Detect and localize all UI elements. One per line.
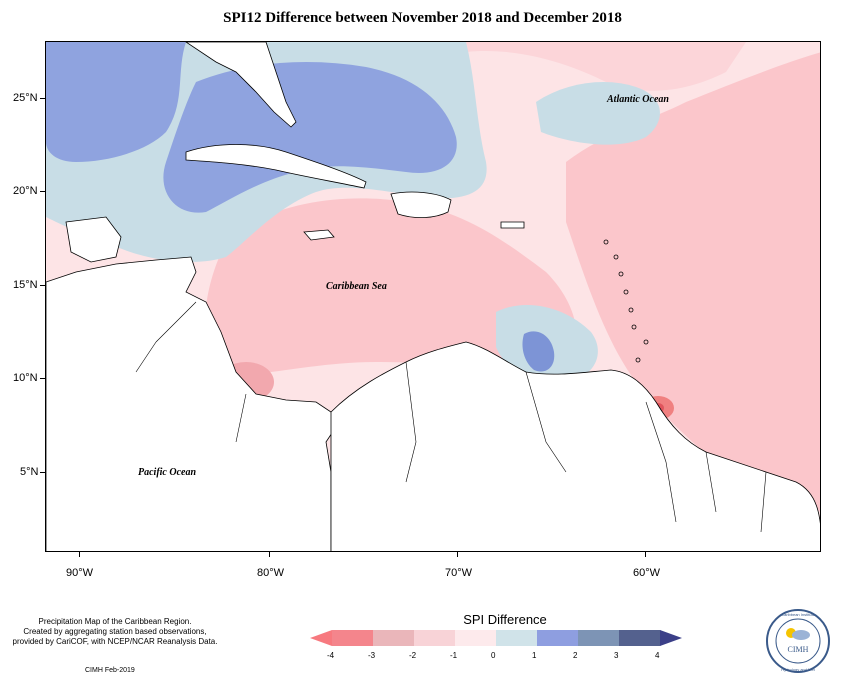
lat-tick <box>40 378 45 379</box>
lon-tick-label: 90°W <box>66 567 94 579</box>
lat-tick <box>40 98 45 99</box>
credit: CIMH Feb-2019 <box>85 667 135 674</box>
cloud-icon <box>792 630 810 640</box>
legend-tick-label: -4 <box>327 651 335 660</box>
legend-bin <box>414 630 456 646</box>
lat-tick <box>40 285 45 286</box>
blue-zone-bahamas <box>163 62 457 213</box>
land-south-america <box>330 341 820 551</box>
lat-tick-label: 5°N <box>20 466 39 478</box>
legend-tick-label: -3 <box>368 651 376 660</box>
legend-bin <box>537 630 579 646</box>
footnote-line: provided by CariCOF, with NCEP/NCAR Rean… <box>12 637 218 646</box>
pink-zone-caribbean <box>205 198 577 375</box>
label-atlantic-ocean: Atlantic Ocean <box>607 94 669 105</box>
pink-zone-atlantic-north <box>466 42 746 91</box>
legend-tick-label: 1 <box>532 651 537 660</box>
footnote-line: Created by aggregating station based obs… <box>23 627 207 636</box>
lon-tick <box>645 552 646 557</box>
map-title: SPI12 Difference between November 2018 a… <box>223 10 622 26</box>
lat-tick-label: 20°N <box>13 185 38 197</box>
legend-bin <box>619 630 661 646</box>
cimh-logo: CIMH Caribbean Institute Hydrology and M… <box>766 609 830 673</box>
legend-bin <box>455 630 497 646</box>
legend-bin <box>332 630 374 646</box>
legend-tick-label: 2 <box>573 651 578 660</box>
legend-tick-label: -1 <box>450 651 458 660</box>
footnote: Precipitation Map of the Caribbean Regio… <box>0 617 230 647</box>
land-jamaica <box>303 229 335 241</box>
lon-tick-label: 60°W <box>633 567 661 579</box>
land-puerto-rico <box>500 221 525 229</box>
border-lines <box>135 301 767 533</box>
logo-top-text: Caribbean Institute <box>781 612 815 617</box>
land-cuba <box>185 144 367 189</box>
footnote-line: Precipitation Map of the Caribbean Regio… <box>38 617 192 626</box>
lat-tick <box>40 472 45 473</box>
lon-tick-label: 80°W <box>257 567 285 579</box>
legend-low-arrow <box>310 630 332 646</box>
lesser-antilles <box>603 239 649 363</box>
legend-bin <box>373 630 415 646</box>
lat-tick <box>40 191 45 192</box>
legend-high-arrow <box>660 630 682 646</box>
light-blue-zone-atlantic <box>536 82 660 145</box>
legend-bin <box>496 630 538 646</box>
land-hispaniola <box>390 191 452 218</box>
lon-tick <box>457 552 458 557</box>
map-canvas <box>46 42 820 551</box>
legend-tick-label: 0 <box>491 651 496 660</box>
lat-tick-label: 10°N <box>13 372 38 384</box>
lon-tick <box>269 552 270 557</box>
label-pacific-ocean: Pacific Ocean <box>138 467 197 478</box>
legend-tick-label: -2 <box>409 651 417 660</box>
lon-tick <box>79 552 80 557</box>
map-panel[interactable] <box>45 41 821 552</box>
label-caribbean-sea: Caribbean Sea <box>326 281 387 292</box>
land-florida <box>185 42 297 128</box>
legend-bin <box>578 630 620 646</box>
legend-tick-label: 3 <box>614 651 619 660</box>
legend-title: SPI Difference <box>463 612 547 627</box>
legend-bins <box>332 630 661 646</box>
lon-tick-label: 70°W <box>445 567 473 579</box>
legend-tick-label: 4 <box>655 651 660 660</box>
legend-colorbar <box>310 630 682 646</box>
lat-tick-label: 15°N <box>13 279 38 291</box>
logo-center-text: CIMH <box>788 645 809 654</box>
land-central-america <box>46 256 337 551</box>
lat-tick-label: 25°N <box>13 92 38 104</box>
land-yucatan <box>65 216 122 263</box>
logo-bottom-text: Hydrology and Met <box>781 667 815 672</box>
pink-zone-atlantic <box>566 52 820 512</box>
blue-zone-gulf <box>46 42 186 162</box>
blue-zone-venezuela <box>522 331 555 372</box>
